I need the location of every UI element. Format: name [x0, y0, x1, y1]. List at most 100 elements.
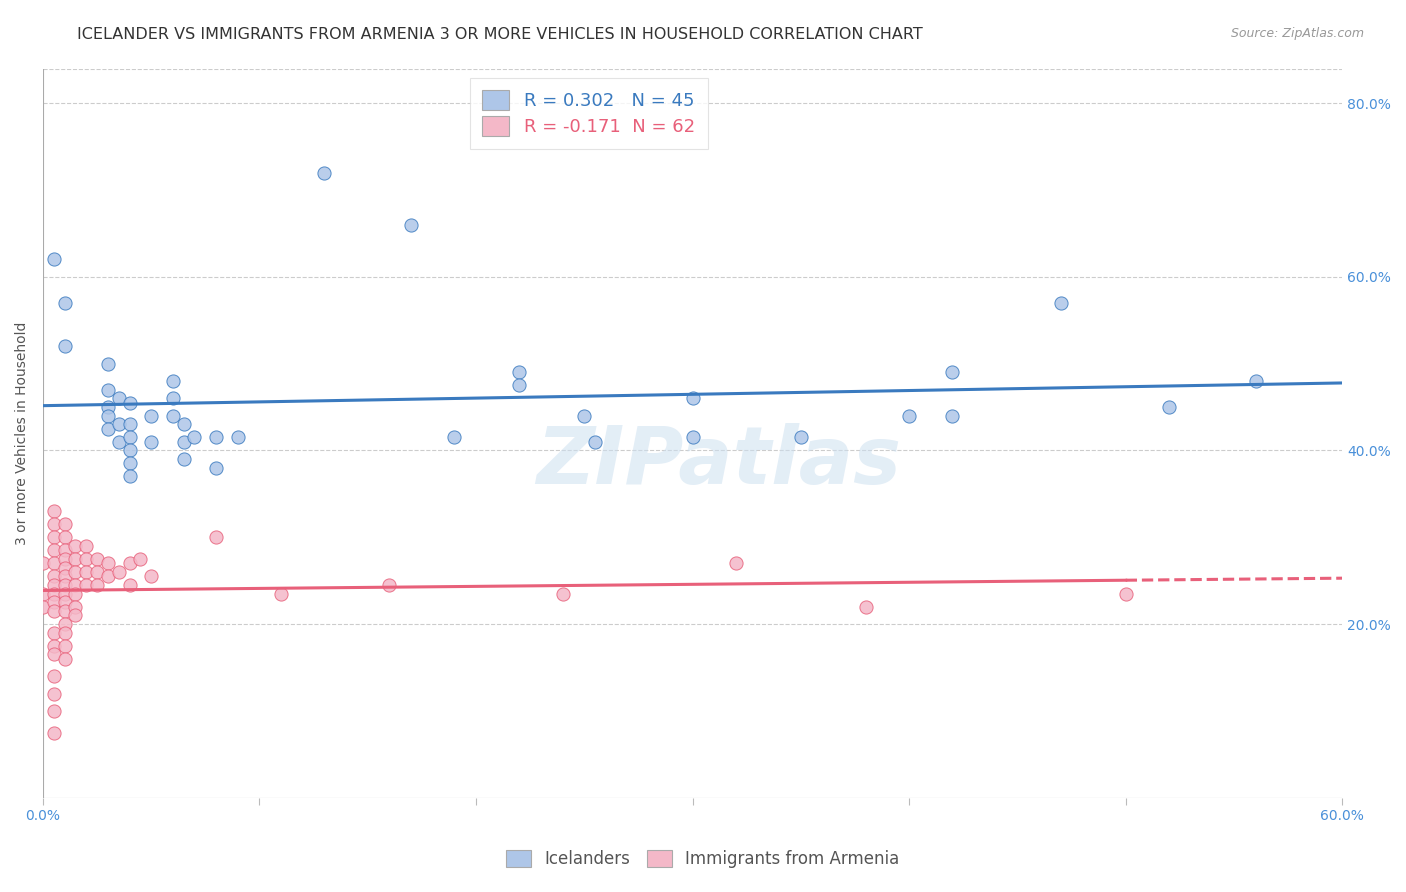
Point: [118, 395, 141, 409]
Point: [508, 365, 530, 379]
Point: [42, 725, 65, 739]
Point: [65, 539, 87, 553]
Point: [75, 578, 97, 592]
Point: [53, 625, 76, 640]
Point: [118, 443, 141, 458]
Point: [107, 392, 129, 406]
Point: [1244, 374, 1267, 388]
Point: [42, 669, 65, 683]
Point: [65, 587, 87, 601]
Point: [86, 552, 108, 566]
Point: [898, 409, 921, 423]
Point: [97, 383, 120, 397]
Point: [118, 578, 141, 592]
Point: [118, 457, 141, 471]
Point: [42, 686, 65, 700]
Point: [205, 530, 228, 544]
Text: ICELANDER VS IMMIGRANTS FROM ARMENIA 3 OR MORE VEHICLES IN HOUSEHOLD CORRELATION: ICELANDER VS IMMIGRANTS FROM ARMENIA 3 O…: [77, 27, 924, 42]
Point: [65, 565, 87, 579]
Point: [1115, 587, 1137, 601]
Point: [1157, 400, 1180, 414]
Point: [141, 409, 163, 423]
Point: [173, 434, 195, 449]
Point: [53, 543, 76, 558]
Point: [53, 552, 76, 566]
Point: [97, 409, 120, 423]
Point: [53, 339, 76, 353]
Point: [724, 557, 747, 571]
Point: [53, 296, 76, 310]
Point: [42, 587, 65, 601]
Point: [53, 517, 76, 532]
Legend: R = 0.302   N = 45, R = -0.171  N = 62: R = 0.302 N = 45, R = -0.171 N = 62: [470, 78, 707, 149]
Point: [32, 587, 55, 601]
Point: [508, 378, 530, 392]
Point: [42, 543, 65, 558]
Point: [42, 252, 65, 267]
Text: ZIPatlas: ZIPatlas: [536, 424, 901, 501]
Point: [226, 430, 249, 444]
Point: [118, 557, 141, 571]
Point: [107, 434, 129, 449]
Point: [53, 530, 76, 544]
Point: [42, 639, 65, 653]
Point: [183, 430, 205, 444]
Point: [42, 604, 65, 618]
Point: [399, 218, 422, 232]
Point: [141, 569, 163, 583]
Point: [65, 552, 87, 566]
Point: [42, 504, 65, 518]
Point: [86, 578, 108, 592]
Point: [32, 599, 55, 614]
Y-axis label: 3 or more Vehicles in Household: 3 or more Vehicles in Household: [15, 321, 30, 545]
Point: [270, 587, 292, 601]
Point: [205, 430, 228, 444]
Point: [97, 422, 120, 436]
Point: [941, 409, 963, 423]
Point: [941, 365, 963, 379]
Point: [107, 565, 129, 579]
Point: [75, 552, 97, 566]
Point: [97, 557, 120, 571]
Point: [173, 417, 195, 432]
Point: [314, 166, 336, 180]
Point: [1049, 296, 1071, 310]
Point: [75, 565, 97, 579]
Point: [551, 587, 574, 601]
Point: [790, 430, 813, 444]
Point: [118, 430, 141, 444]
Point: [53, 639, 76, 653]
Point: [682, 392, 704, 406]
Point: [53, 652, 76, 666]
Point: [378, 578, 401, 592]
Point: [162, 409, 184, 423]
Point: [42, 595, 65, 609]
Point: [53, 560, 76, 574]
Point: [118, 469, 141, 483]
Point: [53, 578, 76, 592]
Point: [855, 599, 877, 614]
Point: [75, 539, 97, 553]
Point: [173, 452, 195, 467]
Point: [32, 557, 55, 571]
Point: [141, 434, 163, 449]
Point: [42, 517, 65, 532]
Point: [65, 608, 87, 623]
Point: [86, 565, 108, 579]
Point: [162, 392, 184, 406]
Point: [443, 430, 465, 444]
Point: [53, 595, 76, 609]
Point: [583, 434, 606, 449]
Point: [107, 417, 129, 432]
Point: [42, 704, 65, 718]
Point: [97, 569, 120, 583]
Point: [42, 625, 65, 640]
Point: [42, 648, 65, 662]
Point: [65, 578, 87, 592]
Point: [53, 604, 76, 618]
Point: [42, 530, 65, 544]
Point: [53, 587, 76, 601]
Point: [42, 557, 65, 571]
Point: [574, 409, 596, 423]
Point: [53, 617, 76, 632]
